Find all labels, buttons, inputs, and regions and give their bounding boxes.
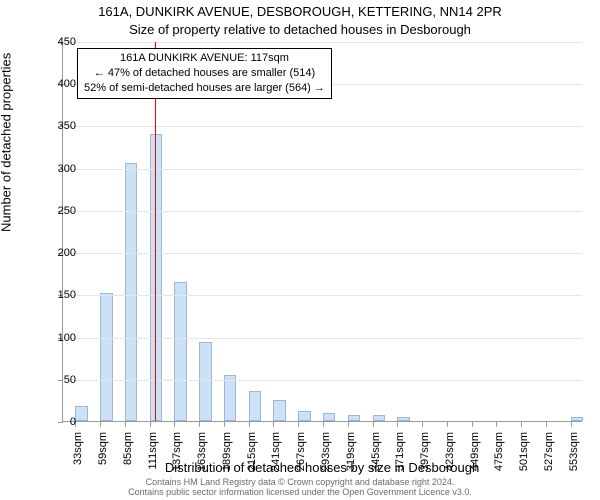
annotation-box: 161A DUNKIRK AVENUE: 117sqm← 47% of deta… [77, 48, 332, 99]
histogram-bar [348, 415, 360, 421]
gridline-h [63, 126, 582, 127]
xtick-mark [323, 422, 324, 427]
xtick-mark [397, 422, 398, 427]
ytick-label: 100 [36, 332, 76, 344]
xtick-mark [224, 422, 225, 427]
xtick-mark [447, 422, 448, 427]
histogram-bar [100, 293, 112, 421]
chart-title: 161A, DUNKIRK AVENUE, DESBOROUGH, KETTER… [0, 4, 600, 19]
property-marker-line [155, 42, 156, 421]
xtick-mark [125, 422, 126, 427]
annotation-line: ← 47% of detached houses are smaller (51… [84, 66, 325, 81]
xtick-mark [174, 422, 175, 427]
histogram-bar [397, 417, 409, 421]
chart-subtitle: Size of property relative to detached ho… [0, 22, 600, 37]
histogram-bar [273, 400, 285, 421]
attribution-footer: Contains HM Land Registry data © Crown c… [0, 478, 600, 498]
y-axis-label: Number of detached properties [0, 53, 14, 232]
gridline-h [63, 42, 582, 43]
gridline-h [63, 169, 582, 170]
footer-line-2: Contains public sector information licen… [0, 488, 600, 498]
ytick-label: 300 [36, 163, 76, 175]
gridline-h [63, 253, 582, 254]
xtick-mark [521, 422, 522, 427]
ytick-label: 200 [36, 247, 76, 259]
histogram-bar [174, 282, 186, 421]
xtick-mark [348, 422, 349, 427]
x-axis-label: Distribution of detached houses by size … [62, 460, 582, 475]
histogram-bar [249, 391, 261, 421]
histogram-bar [373, 415, 385, 421]
ytick-label: 0 [36, 416, 76, 428]
gridline-h [63, 338, 582, 339]
ytick-label: 150 [36, 289, 76, 301]
xtick-mark [273, 422, 274, 427]
ytick-label: 250 [36, 205, 76, 217]
xtick-mark [100, 422, 101, 427]
histogram-bar [298, 411, 310, 421]
plot-area: 33sqm59sqm85sqm111sqm137sqm163sqm189sqm2… [62, 42, 582, 422]
histogram-bar [323, 413, 335, 421]
xtick-mark [298, 422, 299, 427]
histogram-bar [224, 375, 236, 421]
bars-layer [63, 42, 582, 421]
xtick-mark [546, 422, 547, 427]
ytick-label: 350 [36, 120, 76, 132]
xtick-mark [571, 422, 572, 427]
gridline-h [63, 380, 582, 381]
xtick-mark [150, 422, 151, 427]
xtick-mark [373, 422, 374, 427]
xtick-mark [249, 422, 250, 427]
ytick-label: 50 [36, 374, 76, 386]
xtick-mark [422, 422, 423, 427]
histogram-bar [125, 163, 137, 421]
gridline-h [63, 211, 582, 212]
histogram-bar [571, 417, 583, 421]
annotation-line: 52% of semi-detached houses are larger (… [84, 81, 325, 96]
histogram-bar [75, 406, 87, 421]
ytick-label: 450 [36, 36, 76, 48]
ytick-label: 400 [36, 78, 76, 90]
histogram-bar [199, 342, 211, 421]
annotation-line: 161A DUNKIRK AVENUE: 117sqm [84, 51, 325, 66]
gridline-h [63, 295, 582, 296]
xtick-mark [472, 422, 473, 427]
xtick-mark [496, 422, 497, 427]
xtick-mark [199, 422, 200, 427]
